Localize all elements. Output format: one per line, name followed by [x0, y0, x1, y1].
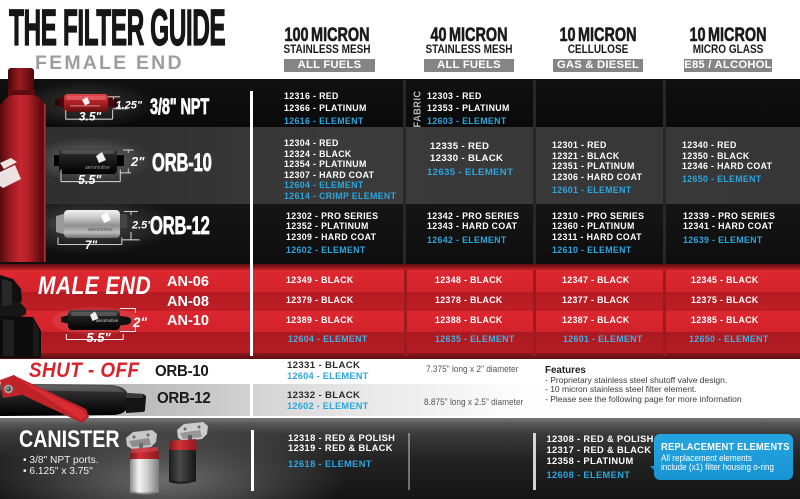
- svg-text:1.25": 1.25": [116, 100, 143, 112]
- svg-text:2": 2": [130, 154, 145, 169]
- svg-text:2.5": 2.5": [131, 220, 153, 232]
- svg-text:aeromotive: aeromotive: [88, 227, 113, 233]
- svg-text:5.5": 5.5": [86, 330, 111, 345]
- svg-text:aeromotive: aeromotive: [85, 165, 110, 171]
- svg-text:aeromotive: aeromotive: [96, 318, 119, 323]
- svg-text:7": 7": [85, 238, 98, 252]
- svg-text:5.5": 5.5": [78, 173, 102, 187]
- svg-text:3.5": 3.5": [79, 110, 102, 124]
- svg-text:2": 2": [132, 315, 148, 330]
